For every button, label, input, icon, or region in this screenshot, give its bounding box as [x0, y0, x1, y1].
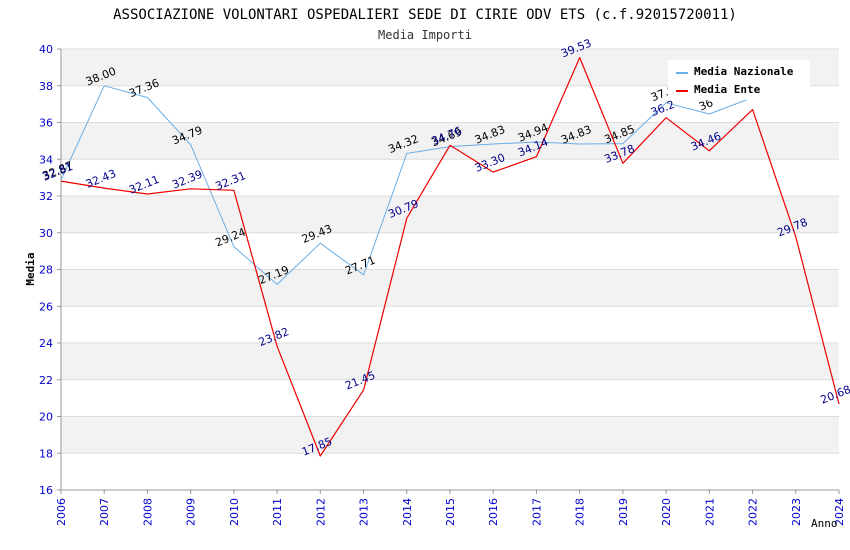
x-tick-label: 2021: [703, 498, 716, 526]
y-tick-label: 36: [39, 117, 53, 130]
y-tick-label: 26: [39, 300, 53, 313]
x-tick-label: 2009: [185, 498, 198, 526]
x-tick-label: 2017: [530, 498, 543, 526]
y-tick-label: 40: [39, 43, 53, 56]
grid-band: [61, 196, 839, 233]
y-axis-label: Media: [24, 252, 37, 285]
x-tick-label: 2008: [141, 498, 154, 526]
x-tick-label: 2019: [617, 498, 630, 526]
x-tick-label: 2024: [833, 498, 846, 526]
x-tick-label: 2007: [98, 498, 111, 526]
series-line-media-nazionale: [60, 85, 753, 285]
grid-band: [61, 232, 839, 270]
x-tick-label: 2022: [747, 498, 760, 526]
y-tick-label: 20: [39, 411, 53, 424]
x-tick-label: 2018: [574, 498, 587, 526]
grid-band: [61, 306, 839, 343]
x-tick-label: 2016: [487, 498, 500, 526]
grid-band: [61, 159, 839, 196]
y-tick-label: 24: [39, 337, 53, 350]
y-tick-label: 18: [39, 447, 53, 460]
x-tick-label: 2020: [660, 498, 673, 526]
x-tick-label: 2011: [271, 498, 284, 526]
grid-band: [61, 416, 839, 454]
grid-band: [61, 122, 839, 160]
y-tick-label: 38: [39, 80, 53, 93]
y-tick-label: 16: [39, 484, 53, 497]
x-tick-label: 2014: [401, 498, 414, 526]
x-tick-label: 2006: [55, 498, 68, 526]
grid-band: [61, 269, 839, 307]
y-tick-label: 22: [39, 374, 53, 387]
y-tick-label: 34: [39, 153, 53, 166]
y-tick-label: 28: [39, 264, 53, 277]
series-line-media-ente: [60, 57, 840, 457]
x-tick-label: 2012: [314, 498, 327, 526]
x-tick-label: 2015: [444, 498, 457, 526]
data-label-nazionale: 36: [697, 96, 715, 113]
chart-title: ASSOCIAZIONE VOLONTARI OSPEDALIERI SEDE …: [113, 7, 737, 23]
chart-subtitle: Media Importi: [378, 28, 472, 42]
legend: Media Nazionale Media Ente: [668, 60, 810, 100]
legend-label-nazionale: Media Nazionale: [694, 65, 794, 78]
grid-band: [61, 379, 839, 417]
y-tick-label: 32: [39, 190, 53, 203]
x-tick-label: 2013: [358, 498, 371, 526]
x-tick-label: 2010: [228, 498, 241, 526]
grid-band: [61, 453, 839, 490]
legend-label-ente: Media Ente: [694, 83, 761, 96]
x-tick-label: 2023: [790, 498, 803, 526]
grid-band: [61, 343, 839, 380]
y-tick-label: 30: [39, 227, 53, 240]
x-axis-label: Anno: [811, 517, 838, 530]
